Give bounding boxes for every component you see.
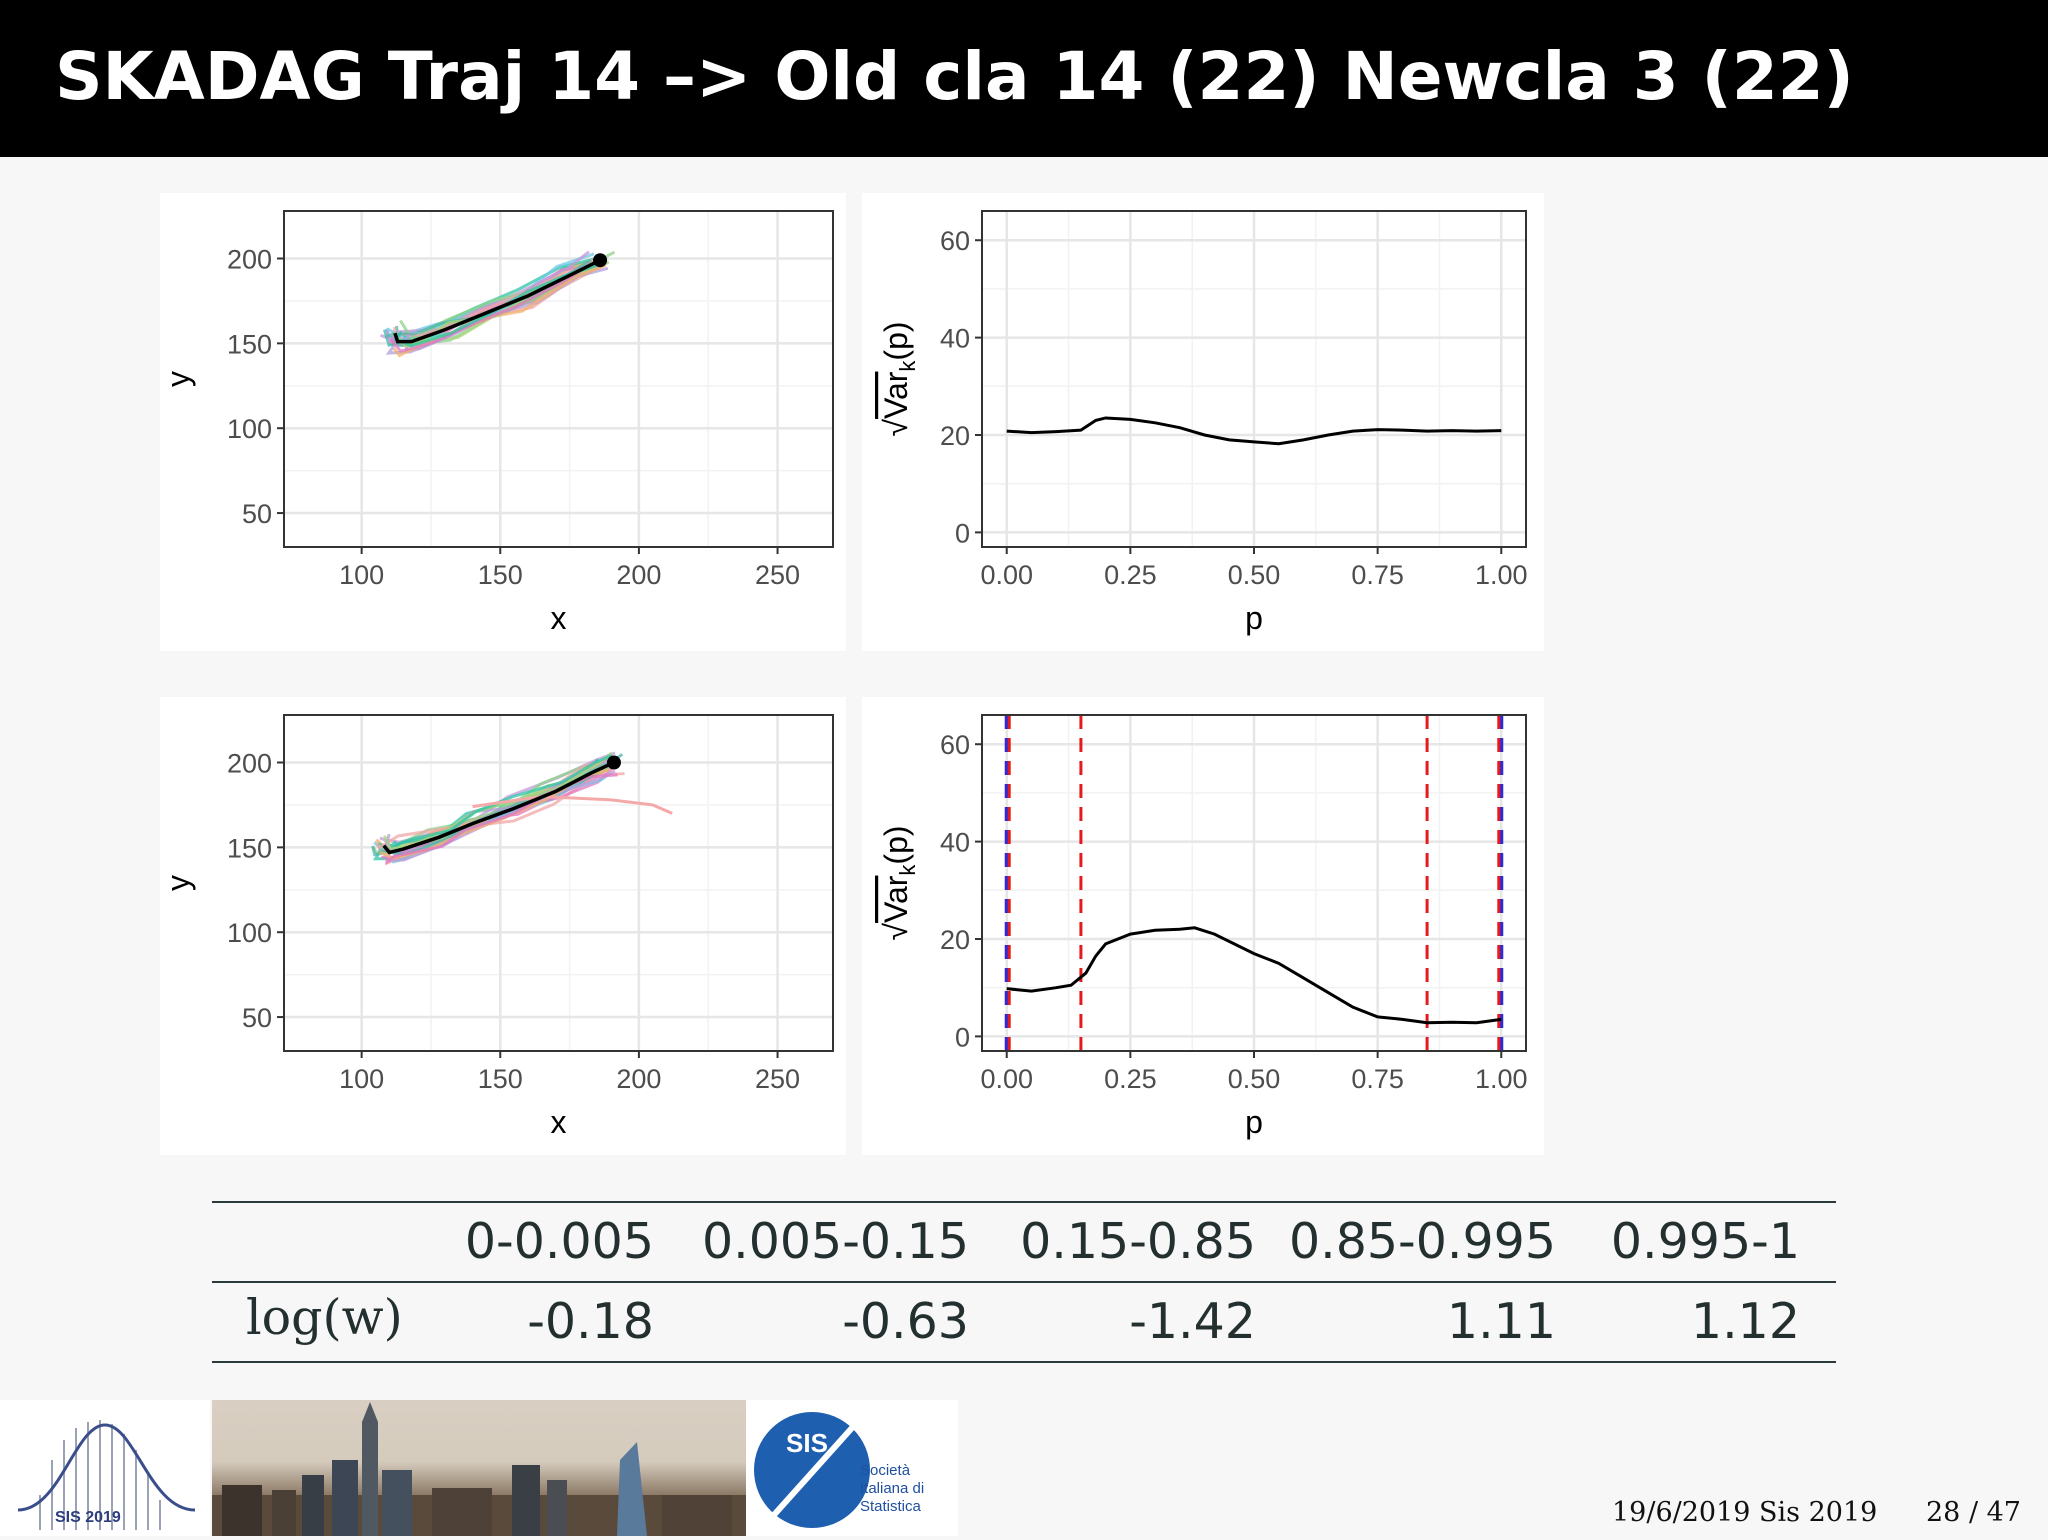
x-tick-label: 200 xyxy=(616,1064,661,1094)
y-tick-label: 150 xyxy=(227,833,272,863)
table-value-cell: -0.63 xyxy=(842,1293,969,1350)
trajectory-endpoint xyxy=(593,253,608,268)
y-tick-label: 60 xyxy=(940,730,970,760)
y-axis-title: √Vark(p) xyxy=(878,825,920,940)
y-tick-label: 50 xyxy=(242,499,272,529)
y-tick-label: 50 xyxy=(242,1003,272,1033)
y-tick-label: 100 xyxy=(227,918,272,948)
table-row-label: log(w) xyxy=(246,1289,403,1346)
x-tick-label: 250 xyxy=(755,560,800,590)
x-tick-label: 150 xyxy=(478,560,523,590)
y-tick-label: 20 xyxy=(940,421,970,451)
table-value-cell: -0.18 xyxy=(527,1293,654,1350)
bell-curve-logo-icon: SIS 2019 xyxy=(17,1420,196,1530)
table-value-cell: 1.11 xyxy=(1446,1293,1556,1350)
y-tick-label: 100 xyxy=(227,414,272,444)
y-tick-label: 40 xyxy=(940,828,970,858)
table-top-rule xyxy=(212,1201,1836,1203)
x-axis-title: p xyxy=(1245,600,1263,636)
x-tick-label: 0.25 xyxy=(1104,1064,1157,1094)
sis-org-name-line: Statistica xyxy=(860,1498,922,1515)
variance-curve xyxy=(1006,926,1502,1025)
variance-plot-top: 0.00 0.25 0.50 0.75 1.00 0 20 40 60 p √Vark(p) xyxy=(862,193,1544,651)
trajectory-chart-top: 100 150 200 250 50 100 150 200 x y xyxy=(160,210,834,636)
x-tick-label: 0.75 xyxy=(1351,1064,1404,1094)
sis2019-logo: SIS 2019 xyxy=(0,1400,210,1536)
x-axis-title: x xyxy=(551,600,567,636)
trajectory-chart-bottom: 100 150 200 250 50 100 150 200 x y xyxy=(160,714,834,1140)
trajectory-plot-bottom: 100 150 200 250 50 100 150 200 x y xyxy=(160,697,846,1155)
variance-curve xyxy=(1006,416,1502,446)
x-tick-label: 250 xyxy=(755,1064,800,1094)
sis-society-logo: SIS Società Italiana di Statistica xyxy=(746,1400,958,1538)
plot-frame xyxy=(283,714,834,1052)
milan-skyline-image xyxy=(212,1400,746,1536)
table-header-cell: 0.995-1 xyxy=(1610,1213,1800,1270)
y-tick-label: 0 xyxy=(955,518,970,548)
y-tick-label: 60 xyxy=(940,226,970,256)
y-tick-label: 40 xyxy=(940,324,970,354)
table-value-cell: 1.12 xyxy=(1690,1293,1800,1350)
page-number: 28 / 47 xyxy=(1926,1497,2021,1528)
x-tick-label: 0.00 xyxy=(980,1064,1033,1094)
sis-org-name-line: Italiana di xyxy=(860,1480,924,1497)
variance-plot-bottom: 0.00 0.25 0.50 0.75 1.00 0 20 40 60 p √Vark(p) xyxy=(862,697,1544,1155)
x-tick-label: 0.00 xyxy=(980,560,1033,590)
x-tick-label: 150 xyxy=(478,1064,523,1094)
sis-org-name-line: Società xyxy=(860,1462,911,1479)
sis-logo-letters: SIS xyxy=(786,1428,828,1458)
footer-date: 19/6/2019 Sis 2019 xyxy=(1612,1497,1878,1528)
y-tick-label: 20 xyxy=(940,925,970,955)
x-tick-label: 100 xyxy=(339,560,384,590)
cluster-trajectory xyxy=(390,753,613,848)
x-tick-label: 1.00 xyxy=(1475,1064,1528,1094)
x-tick-label: 100 xyxy=(339,1064,384,1094)
x-tick-label: 0.25 xyxy=(1104,560,1157,590)
mean-trajectory xyxy=(393,258,601,344)
variance-chart-top: 0.00 0.25 0.50 0.75 1.00 0 20 40 60 p √Vark(p) xyxy=(878,210,1528,636)
table-mid-rule xyxy=(212,1281,1836,1283)
x-tick-label: 200 xyxy=(616,560,661,590)
table-header-cell: 0-0.005 xyxy=(464,1213,654,1270)
x-tick-label: 1.00 xyxy=(1475,560,1528,590)
y-tick-label: 150 xyxy=(227,329,272,359)
x-axis-title: p xyxy=(1245,1104,1263,1140)
sis2019-logo-text: SIS 2019 xyxy=(55,1509,121,1526)
skyline-illustration-icon xyxy=(212,1402,746,1536)
sis-logo-icon: SIS Società Italiana di Statistica xyxy=(753,1407,924,1538)
table-header-cell: 0.005-0.15 xyxy=(701,1213,969,1270)
table-header-cell: 0.15-0.85 xyxy=(1020,1213,1256,1270)
x-tick-label: 0.50 xyxy=(1228,560,1281,590)
trajectory-plot-top: 100 150 200 250 50 100 150 200 x y xyxy=(160,193,846,651)
slide-title: SKADAG Traj 14 –> Old cla 14 (22) Newcla… xyxy=(55,38,1854,115)
x-axis-title: x xyxy=(551,1104,567,1140)
plot-frame xyxy=(283,210,834,548)
table-header-cell: 0.85-0.995 xyxy=(1288,1213,1556,1270)
y-tick-label: 200 xyxy=(227,245,272,275)
trajectory-endpoint xyxy=(606,755,621,770)
y-tick-label: 200 xyxy=(227,749,272,779)
table-value-cell: -1.42 xyxy=(1129,1293,1256,1350)
mean-trajectory xyxy=(382,760,615,855)
y-axis-title: y xyxy=(160,371,196,387)
weights-table: 0-0.005 0.005-0.15 0.15-0.85 0.85-0.995 … xyxy=(212,1201,1836,1363)
x-tick-label: 0.50 xyxy=(1228,1064,1281,1094)
y-axis-title: √Vark(p) xyxy=(878,321,920,436)
y-tick-label: 0 xyxy=(955,1022,970,1052)
table-bottom-rule xyxy=(212,1361,1836,1363)
x-tick-label: 0.75 xyxy=(1351,560,1404,590)
variance-chart-bottom: 0.00 0.25 0.50 0.75 1.00 0 20 40 60 p √Vark(p) xyxy=(878,714,1528,1140)
y-axis-title: y xyxy=(160,875,196,891)
outlier-trajectory xyxy=(472,794,673,815)
slide-header: SKADAG Traj 14 –> Old cla 14 (22) Newcla… xyxy=(0,0,2048,157)
